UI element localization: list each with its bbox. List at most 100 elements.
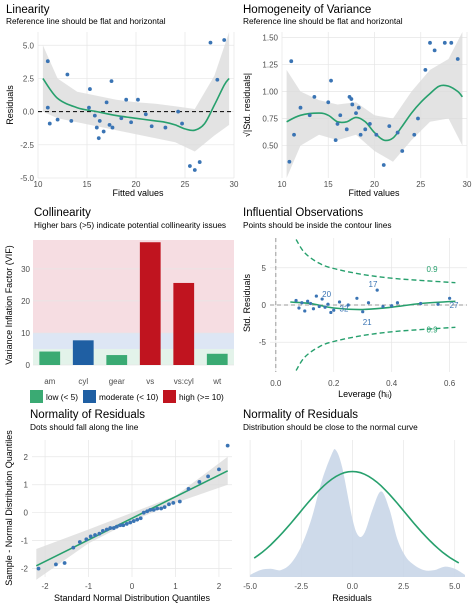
data-point xyxy=(114,524,119,529)
confidence-band xyxy=(42,32,230,152)
data-point xyxy=(176,109,181,114)
x-tick-label: gear xyxy=(109,377,125,386)
x-tick-label: 2 xyxy=(217,582,222,591)
data-point xyxy=(136,97,140,102)
data-point xyxy=(88,534,93,539)
influential-x-ticks: 0.0 0.2 0.4 0.6 xyxy=(270,379,455,388)
point-label: 21 xyxy=(363,318,372,327)
x-tick-label: 0.6 xyxy=(444,379,456,388)
fit-line xyxy=(35,470,229,567)
data-point xyxy=(432,48,437,53)
data-point xyxy=(208,40,213,45)
data-point xyxy=(381,163,386,167)
data-point xyxy=(197,160,202,164)
data-point xyxy=(97,119,102,123)
legend-key-moderate xyxy=(83,390,96,403)
density-area xyxy=(250,449,465,577)
y-tick-label: 0.50 xyxy=(262,142,278,151)
y-tick-label: 30 xyxy=(21,265,30,274)
data-point xyxy=(167,502,171,507)
y-tick-label: 0 xyxy=(262,301,267,310)
data-point xyxy=(354,111,358,116)
data-point xyxy=(455,57,460,61)
vif-bar-wt xyxy=(206,353,228,365)
data-point xyxy=(124,521,129,526)
linearity-fit-line xyxy=(42,77,230,132)
collinearity-zones xyxy=(33,240,234,365)
data-point xyxy=(292,132,296,137)
data-point xyxy=(374,132,379,137)
data-point xyxy=(332,308,336,312)
data-point xyxy=(306,299,310,303)
legend-key-high xyxy=(163,390,176,403)
point-label: 27 xyxy=(450,301,459,310)
collinearity-legend: low (< 5) moderate (< 10) high (>= 10) xyxy=(30,390,224,403)
y-tick-label: 0.0 xyxy=(23,108,35,117)
data-point xyxy=(416,116,420,121)
density-subtitle: Distribution should be close to the norm… xyxy=(243,422,418,432)
linearity-x-label: Fitted values xyxy=(112,188,164,198)
data-point xyxy=(358,132,363,137)
point-label: 32 xyxy=(340,305,349,314)
x-tick-label: 0 xyxy=(130,582,135,591)
data-point xyxy=(171,501,176,505)
data-point xyxy=(163,125,168,130)
influential-y-ticks: -5 0 5 xyxy=(259,264,267,347)
y-tick-label: 1.50 xyxy=(262,33,278,42)
data-point xyxy=(118,523,123,528)
y-tick-label: 20 xyxy=(21,297,30,306)
data-point xyxy=(381,304,385,309)
data-point xyxy=(96,136,101,141)
y-tick-label: 1.25 xyxy=(262,60,278,69)
data-point xyxy=(129,120,134,125)
contour-lower xyxy=(295,326,456,371)
data-point xyxy=(361,310,365,314)
influential-x-label: Leverage (hᵢᵢ) xyxy=(338,389,392,399)
data-point xyxy=(84,537,89,542)
legend-key-low xyxy=(30,390,43,403)
data-point xyxy=(448,296,452,300)
data-point xyxy=(356,105,361,110)
data-point xyxy=(110,125,115,130)
data-point xyxy=(323,305,327,309)
x-tick-label: 25 xyxy=(181,180,190,189)
data-point xyxy=(143,112,148,117)
data-point xyxy=(297,306,301,310)
data-point xyxy=(88,87,92,91)
data-point xyxy=(225,443,230,448)
data-point xyxy=(294,298,298,303)
data-point xyxy=(366,301,371,305)
data-point xyxy=(333,138,338,143)
homogeneity-panel: Homogeneity of Variance Reference line s… xyxy=(242,4,472,198)
data-point xyxy=(100,528,105,533)
data-point xyxy=(155,506,160,511)
data-point xyxy=(197,480,202,484)
data-point xyxy=(71,545,76,550)
density-title: Normality of Residuals xyxy=(243,409,358,421)
data-point xyxy=(329,310,333,315)
data-point xyxy=(206,474,210,479)
data-point xyxy=(45,59,50,64)
data-point xyxy=(311,307,316,311)
y-tick-label: 2 xyxy=(24,453,29,462)
data-point xyxy=(36,566,41,571)
homogeneity-fit-line xyxy=(286,84,464,142)
x-tick-label: 15 xyxy=(83,180,92,189)
homogeneity-grid xyxy=(281,32,468,178)
x-tick-label: wt xyxy=(212,377,222,386)
data-point xyxy=(335,122,340,126)
influential-subtitle: Points should be inside the contour line… xyxy=(243,220,392,230)
data-point xyxy=(148,507,153,512)
data-point xyxy=(320,297,324,301)
data-point xyxy=(436,302,440,306)
density-x-label: Residuals xyxy=(332,593,372,603)
homogeneity-ci-band xyxy=(286,32,463,178)
homogeneity-x-ticks: 10 15 20 25 30 xyxy=(278,180,472,189)
collinearity-y-label: Variance Inflation Factor (VIF) xyxy=(4,245,14,364)
data-point xyxy=(55,117,60,122)
y-tick-label: 0 xyxy=(24,509,29,518)
data-point xyxy=(222,38,227,42)
data-point xyxy=(188,164,192,168)
influential-y-label: Std. Residuals xyxy=(242,273,252,332)
